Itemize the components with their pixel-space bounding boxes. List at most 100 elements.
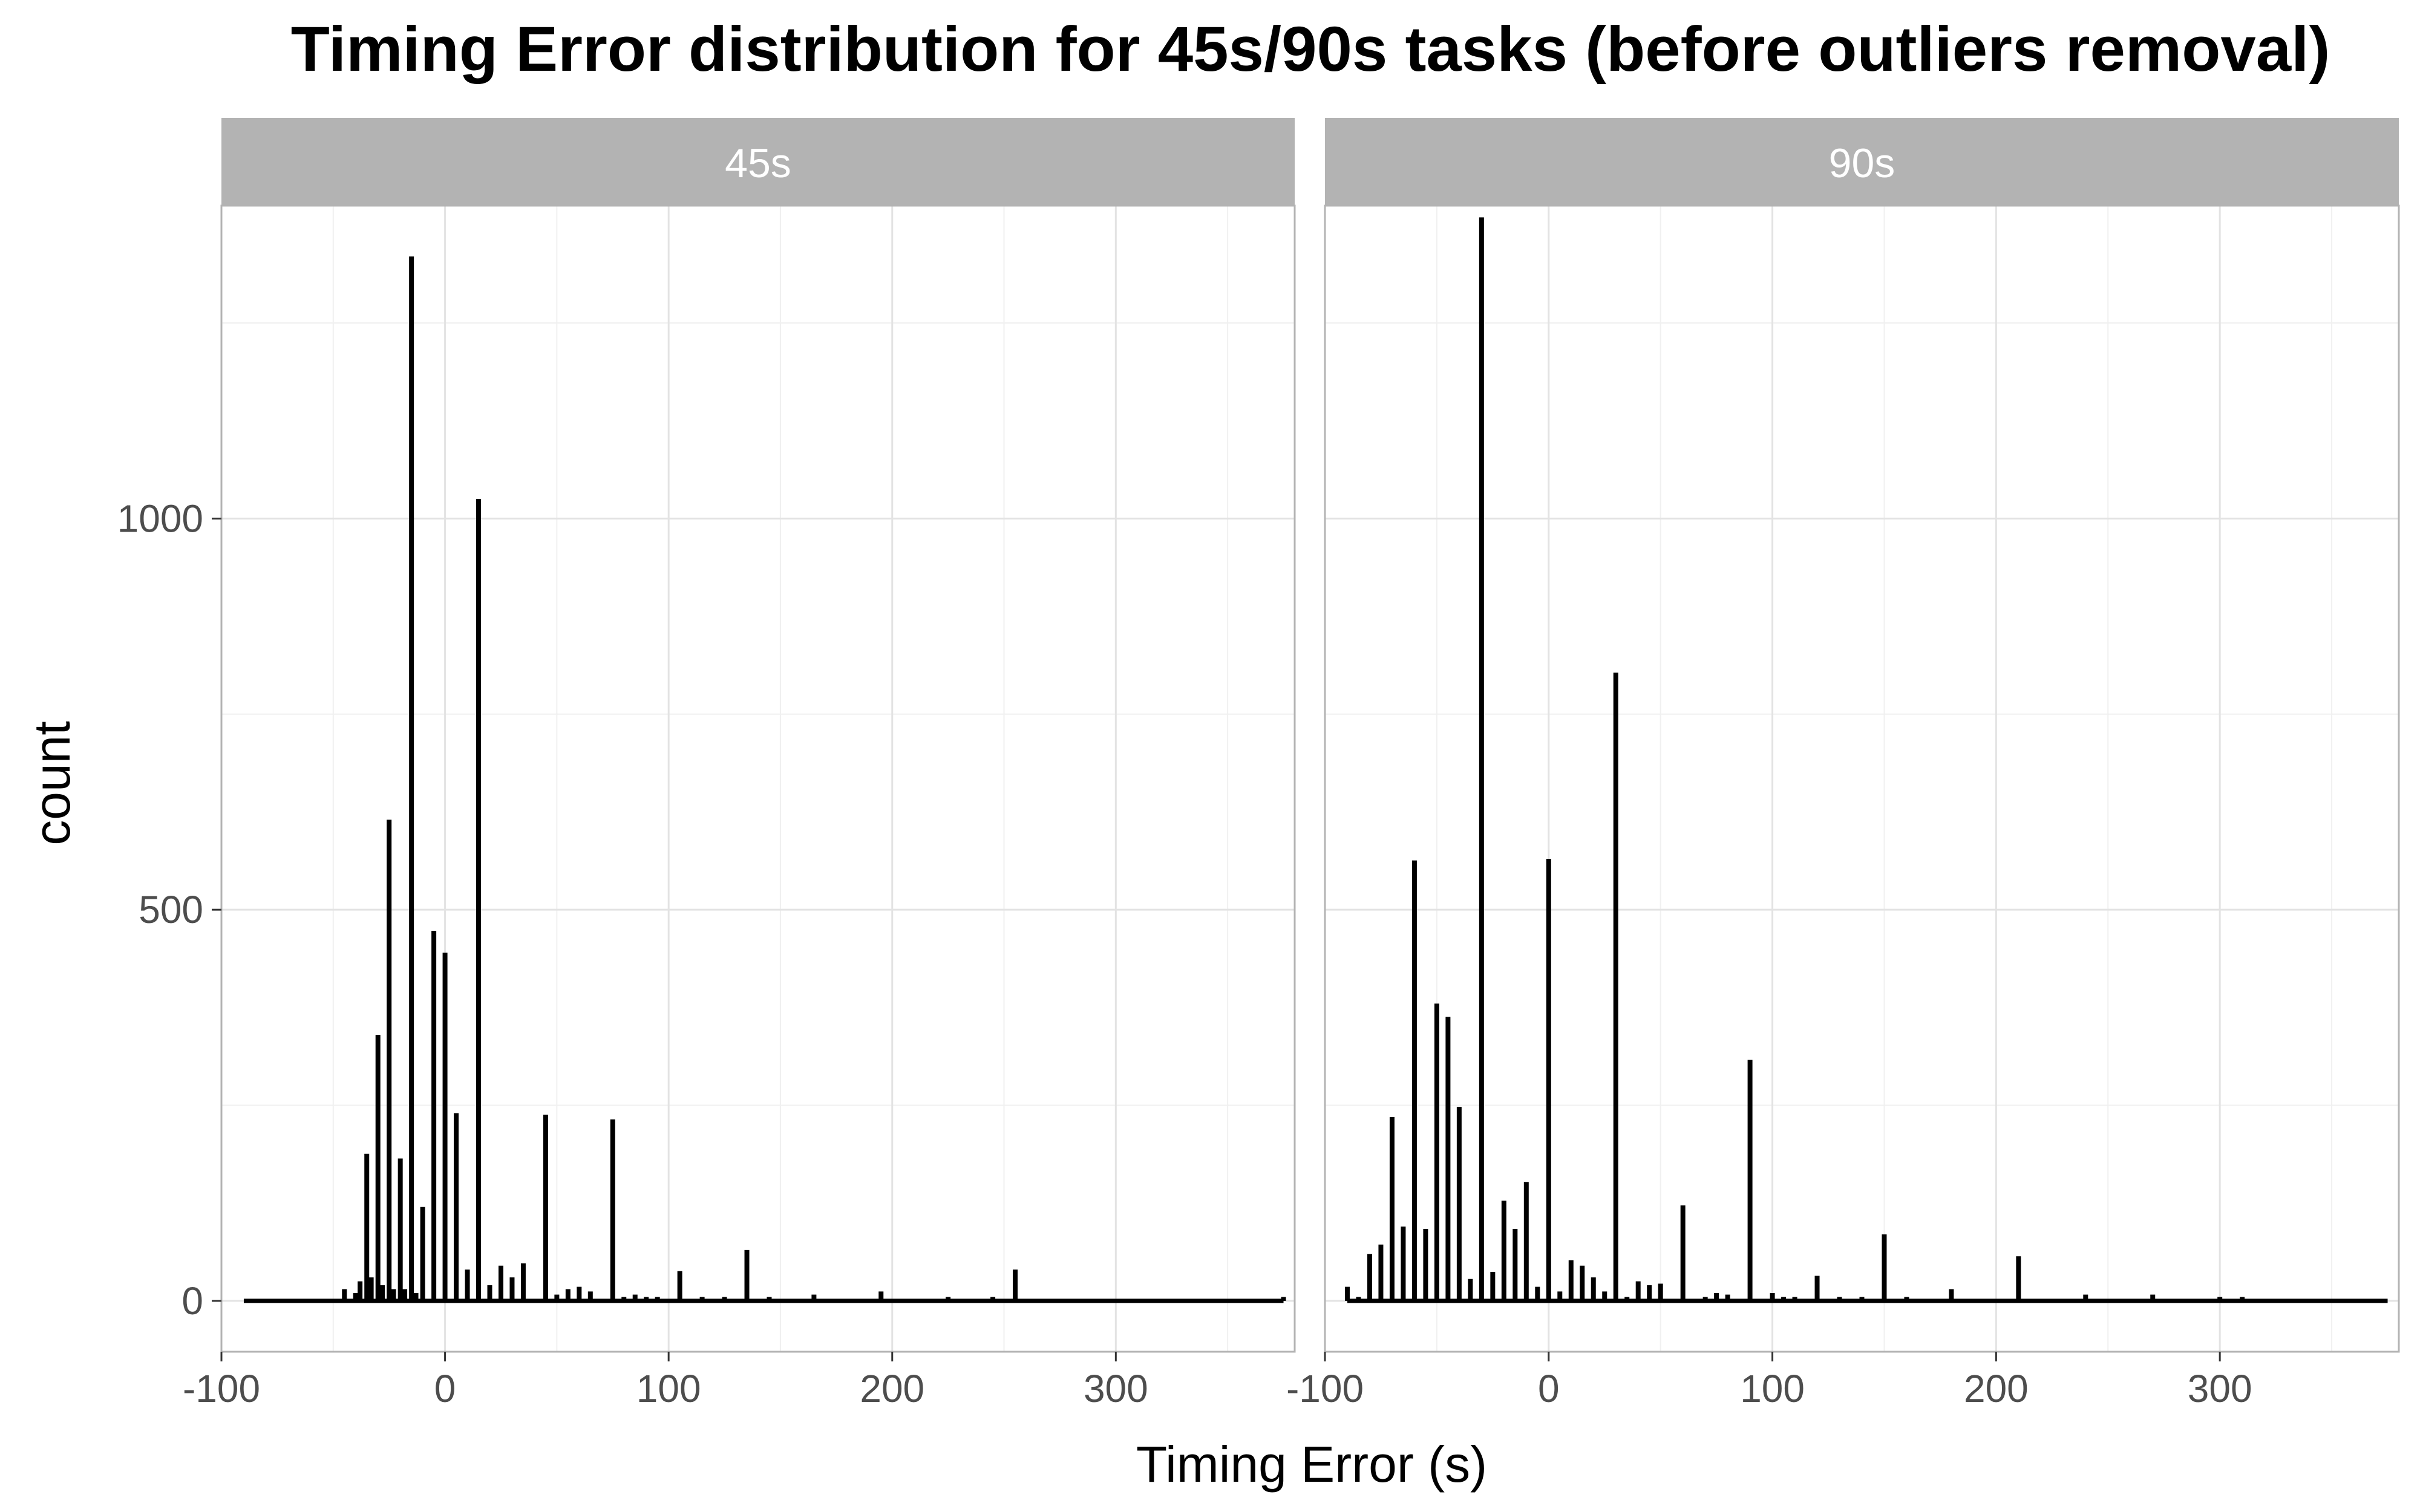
- histogram-bar: [1602, 1291, 1607, 1301]
- histogram-bar: [577, 1286, 582, 1301]
- y-axis-title: count: [24, 721, 80, 846]
- histogram-bar: [431, 931, 437, 1301]
- facet-strip-label: 90s: [1829, 140, 1895, 186]
- histogram-bar: [1680, 1205, 1686, 1301]
- histogram-bar: [1814, 1276, 1820, 1301]
- histogram-bar: [744, 1250, 750, 1301]
- histogram-bar: [1456, 1107, 1462, 1301]
- panel-border: [1324, 204, 2400, 1353]
- histogram-bar: [543, 1115, 548, 1301]
- histogram-bar: [1580, 1265, 1585, 1301]
- x-tick-label: 100: [636, 1367, 701, 1410]
- histogram-bar: [397, 1158, 403, 1301]
- histogram-bar: [699, 1297, 705, 1301]
- x-tick-label: 200: [1964, 1367, 2029, 1410]
- histogram-bar: [413, 1292, 419, 1301]
- histogram-bar: [1568, 1260, 1574, 1301]
- histogram-bar: [420, 1207, 425, 1301]
- histogram-bar: [1479, 217, 1484, 1301]
- histogram-bar: [487, 1285, 492, 1301]
- histogram-bar: [811, 1294, 817, 1301]
- histogram-bar: [358, 1281, 363, 1301]
- histogram-bar: [387, 820, 392, 1301]
- histogram-bar: [1356, 1297, 1361, 1301]
- histogram-bar: [1882, 1234, 1887, 1301]
- facet-45s: 45s -100 0 100 200 300: [183, 118, 1296, 1410]
- histogram-bar: [1770, 1292, 1775, 1301]
- x-tick-label: 300: [2188, 1367, 2252, 1410]
- histogram-bar: [1367, 1254, 1372, 1301]
- histogram-bar: [1557, 1291, 1563, 1301]
- histogram-bar: [2083, 1294, 2088, 1301]
- histogram-bar: [644, 1297, 649, 1301]
- histogram-bar: [946, 1297, 951, 1301]
- histogram-bar: [1546, 859, 1551, 1301]
- panel-background: [1325, 206, 2399, 1352]
- chart-title: Timing Error distribution for 45s/90s ta…: [291, 14, 2330, 85]
- histogram-bar: [409, 256, 414, 1301]
- histogram-bar: [767, 1297, 772, 1301]
- histogram-bar: [1523, 1182, 1529, 1301]
- histogram-bar: [1624, 1297, 1630, 1301]
- histogram-bar: [1904, 1297, 1909, 1301]
- histogram-bar: [1378, 1244, 1384, 1301]
- histogram-bar: [565, 1289, 571, 1301]
- x-tick-label: 300: [1084, 1367, 1148, 1410]
- x-tick-label: -100: [1286, 1367, 1364, 1410]
- x-tick-label: 0: [1538, 1367, 1560, 1410]
- x-axis-title: Timing Error (s): [1136, 1436, 1487, 1493]
- histogram-bar: [498, 1265, 503, 1301]
- histogram-bar: [1013, 1269, 1018, 1301]
- histogram-bar: [1535, 1286, 1540, 1301]
- histogram-bar: [878, 1291, 884, 1301]
- histogram-bar: [1344, 1286, 1350, 1301]
- histogram-bar: [1501, 1201, 1506, 1301]
- histogram-bar: [655, 1297, 660, 1301]
- histogram-bar: [2016, 1256, 2021, 1301]
- histogram-bar: [442, 953, 448, 1301]
- histogram-bar: [465, 1269, 470, 1301]
- y-tick-label: 0: [182, 1279, 203, 1323]
- x-tick-label: 200: [860, 1367, 924, 1410]
- histogram-bar: [1658, 1283, 1663, 1301]
- histogram-bar: [353, 1292, 358, 1301]
- histogram-bar: [621, 1297, 627, 1301]
- histogram-bar: [677, 1271, 682, 1301]
- y-tick-label: 1000: [117, 497, 203, 540]
- histogram-bar: [610, 1119, 615, 1301]
- histogram-bar: [1613, 673, 1618, 1301]
- histogram-bar: [1747, 1060, 1753, 1301]
- x-tick-label: -100: [183, 1367, 260, 1410]
- histogram-bar: [1792, 1297, 1797, 1301]
- histogram-bar: [990, 1297, 996, 1301]
- histogram-bar: [554, 1294, 560, 1301]
- facet-strip: [221, 118, 1295, 206]
- histogram-bar: [1714, 1292, 1719, 1301]
- y-axis: 0 500 1000: [117, 497, 221, 1323]
- histogram-bar: [1423, 1228, 1428, 1301]
- histogram-bar: [1859, 1297, 1865, 1301]
- panel-background: [221, 206, 1295, 1352]
- x-tick-label: 100: [1740, 1367, 1805, 1410]
- x-tick-label: 0: [434, 1367, 456, 1410]
- histogram-bar: [1512, 1228, 1518, 1301]
- histogram-bar: [454, 1113, 459, 1301]
- histogram-bar: [509, 1277, 515, 1301]
- histogram-bar: [1411, 860, 1417, 1301]
- histogram-bar: [2217, 1297, 2223, 1301]
- histogram-bar: [1468, 1279, 1473, 1301]
- facet-90s: 90s -100 0 100 200 300: [1286, 118, 2400, 1410]
- histogram-bar: [632, 1294, 638, 1301]
- histogram-bar: [2150, 1294, 2156, 1301]
- histogram-bar: [368, 1277, 374, 1301]
- histogram-bar: [587, 1291, 593, 1301]
- facet-strip: [1325, 118, 2399, 206]
- histogram-bar: [1591, 1277, 1596, 1301]
- histogram-bar: [1490, 1272, 1496, 1301]
- histogram-bar: [476, 499, 482, 1301]
- histogram-bar: [1647, 1285, 1652, 1301]
- y-tick-label: 500: [139, 888, 203, 931]
- histogram-bar: [342, 1289, 347, 1301]
- histogram-bar: [1702, 1297, 1708, 1301]
- histogram-bar: [380, 1285, 385, 1301]
